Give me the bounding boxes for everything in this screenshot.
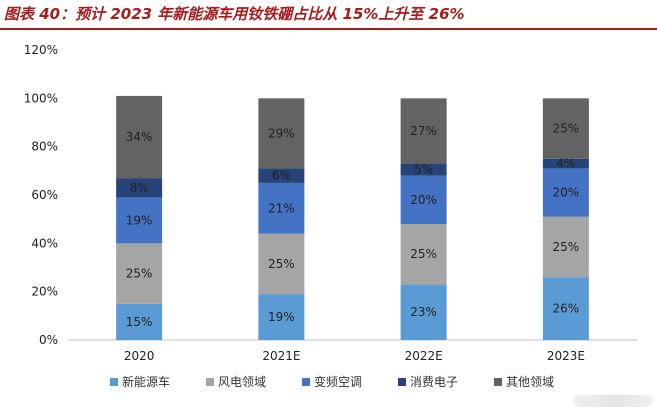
legend-label: 消费电子 — [410, 375, 458, 389]
y-tick-label: 80% — [31, 140, 58, 154]
y-tick-label: 20% — [31, 285, 58, 299]
bar-segment — [258, 294, 305, 340]
bar-segment — [542, 98, 589, 159]
legend-swatch — [302, 378, 310, 386]
y-tick-label: 0% — [39, 333, 58, 347]
data-label: 23% — [410, 305, 437, 319]
data-label: 6% — [272, 169, 291, 183]
data-label: 20% — [410, 193, 437, 207]
bar-segment — [116, 178, 163, 198]
bar-segment — [400, 163, 447, 176]
legend-swatch — [110, 378, 118, 386]
data-label: 8% — [130, 181, 149, 195]
bar-segment — [542, 277, 589, 340]
legend-swatch — [206, 378, 214, 386]
bar-segment — [116, 243, 163, 304]
data-label: 21% — [268, 201, 295, 215]
y-tick-label: 120% — [24, 43, 58, 57]
chart-title: 图表 40：预计 2023 年新能源车用钕铁硼占比从 15%上升至 26% — [4, 5, 465, 23]
bar-segment — [542, 216, 589, 278]
bar-segment — [258, 233, 305, 295]
bar-segment — [400, 175, 447, 224]
bar-segment — [258, 182, 305, 234]
data-label: 25% — [553, 240, 580, 254]
data-label: 19% — [268, 310, 295, 324]
x-tick-label: 2020 — [124, 349, 155, 363]
watermark — [573, 395, 653, 407]
bar-segment — [116, 197, 163, 244]
data-label: 15% — [126, 315, 153, 329]
bar-segment — [400, 224, 447, 285]
data-label: 19% — [126, 213, 153, 227]
title-bar: 图表 40：预计 2023 年新能源车用钕铁硼占比从 15%上升至 26% — [0, 0, 657, 30]
data-label: 25% — [268, 257, 295, 271]
data-label: 5% — [414, 163, 433, 177]
x-tick-label: 2023E — [547, 349, 585, 363]
legend-label: 其他领域 — [506, 375, 554, 389]
data-label: 34% — [126, 130, 153, 144]
y-tick-label: 100% — [24, 91, 58, 105]
y-tick-label: 40% — [31, 236, 58, 250]
legend-label: 风电领域 — [218, 375, 266, 389]
legend-label: 变频空调 — [314, 374, 362, 389]
data-label: 25% — [553, 122, 580, 136]
y-tick-label: 60% — [31, 188, 58, 202]
data-label: 25% — [410, 247, 437, 261]
data-label: 27% — [410, 124, 437, 138]
bar-segment — [400, 98, 447, 164]
bar-segment — [542, 168, 589, 217]
legend-label: 新能源车 — [122, 374, 170, 389]
legend-swatch — [398, 378, 406, 386]
bar-segment — [258, 168, 305, 183]
bar-segment — [542, 158, 589, 169]
bar-segment — [116, 95, 163, 179]
legend-swatch — [494, 378, 502, 386]
data-label: 4% — [556, 157, 575, 171]
bar-segment — [400, 284, 447, 340]
bar-segment — [116, 303, 163, 340]
data-label: 29% — [268, 126, 295, 140]
data-label: 26% — [553, 302, 580, 316]
data-label: 25% — [126, 267, 153, 281]
bar-segment — [258, 98, 305, 169]
x-tick-label: 2021E — [262, 349, 300, 363]
x-tick-label: 2022E — [405, 349, 443, 363]
data-label: 20% — [553, 186, 580, 200]
